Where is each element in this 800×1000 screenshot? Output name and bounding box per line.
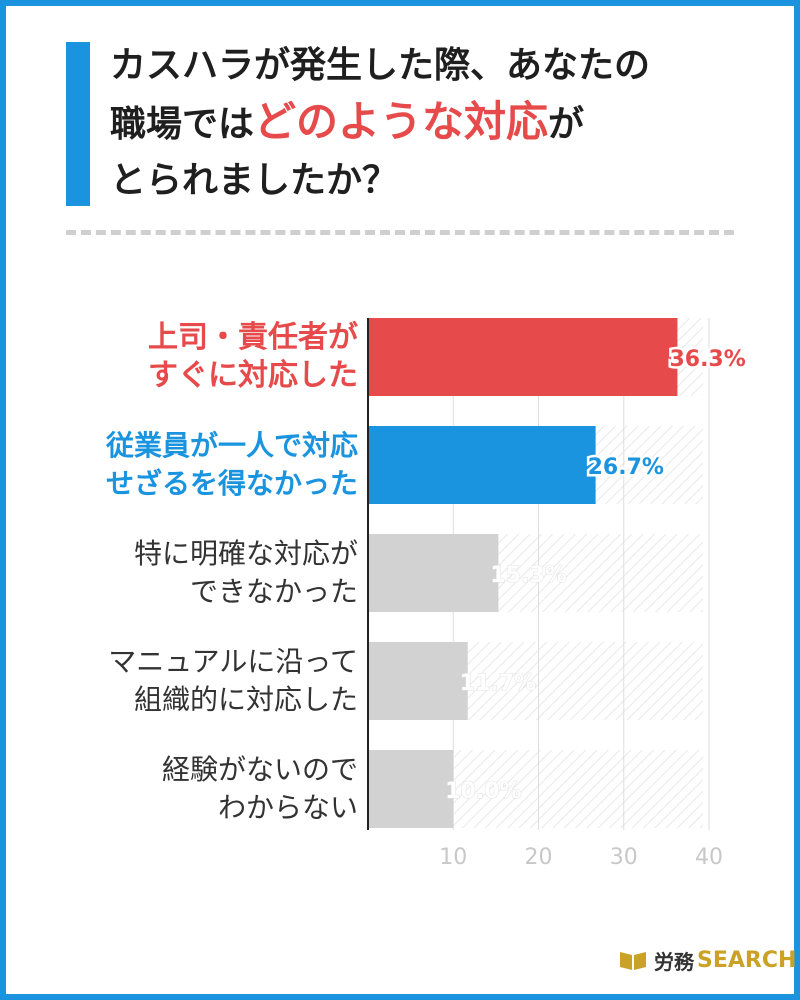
title-line-2-pre: 職場では: [110, 104, 255, 145]
brand-logo: 労務 SEARCH: [618, 945, 796, 975]
bar: [368, 318, 678, 396]
value-label: 11.7%: [460, 671, 536, 696]
bar: [368, 426, 596, 504]
chart-title: カスハラが発生した際、あなたの 職場ではどのような対応が とられましたか？: [110, 38, 750, 209]
value-label: 36.3%: [669, 347, 745, 372]
value-label: 10.0%: [445, 779, 521, 804]
category-label-line: 組織的に対応した: [133, 683, 358, 716]
bar: [368, 642, 468, 720]
x-tick-label: 40: [695, 845, 723, 870]
category-label-line: 経験がないので: [161, 753, 358, 786]
value-label: 26.7%: [588, 455, 664, 480]
bar: [368, 534, 499, 612]
title-highlight: どのような対応: [254, 97, 549, 146]
dashed-divider: [66, 230, 734, 235]
category-label: 上司・責任者が すぐに対応した: [40, 319, 358, 395]
book-icon: [620, 952, 646, 970]
category-label: 経験がないのでわからない: [40, 751, 358, 827]
category-label-line: わからない: [217, 791, 358, 824]
title-line-3: とられましたか？: [110, 160, 399, 201]
title-line-2: 職場ではどのような対応が: [110, 94, 750, 153]
category-label-line: すぐに対応した: [148, 358, 358, 393]
title-accent-bar: [66, 42, 90, 206]
bar: [368, 750, 454, 828]
x-tick-label: 30: [610, 845, 638, 870]
category-label-line: マニュアルに沿って: [108, 645, 358, 678]
logo-text-en: SEARCH: [697, 947, 797, 973]
category-label-line: 特に明確な対応が: [133, 537, 358, 570]
x-tick-label: 20: [525, 845, 553, 870]
category-label: 特に明確な対応ができなかった: [40, 535, 358, 611]
title-line-1: カスハラが発生した際、あなたの: [110, 45, 651, 86]
logo-text-jp: 労務: [654, 949, 694, 974]
category-label: マニュアルに沿って組織的に対応した: [40, 643, 358, 719]
x-tick-label: 10: [439, 845, 467, 870]
category-label: 従業員が一人で対応 せざるを得なかった: [40, 427, 358, 503]
category-label-line: 従業員が一人で対応: [105, 429, 358, 462]
category-label-line: できなかった: [189, 575, 358, 608]
title-line-2-post: が: [548, 104, 585, 145]
category-label-line: 上司・責任者が: [148, 320, 358, 355]
value-label: 15.3%: [490, 563, 566, 588]
category-label-line: せざるを得なかった: [105, 467, 358, 500]
